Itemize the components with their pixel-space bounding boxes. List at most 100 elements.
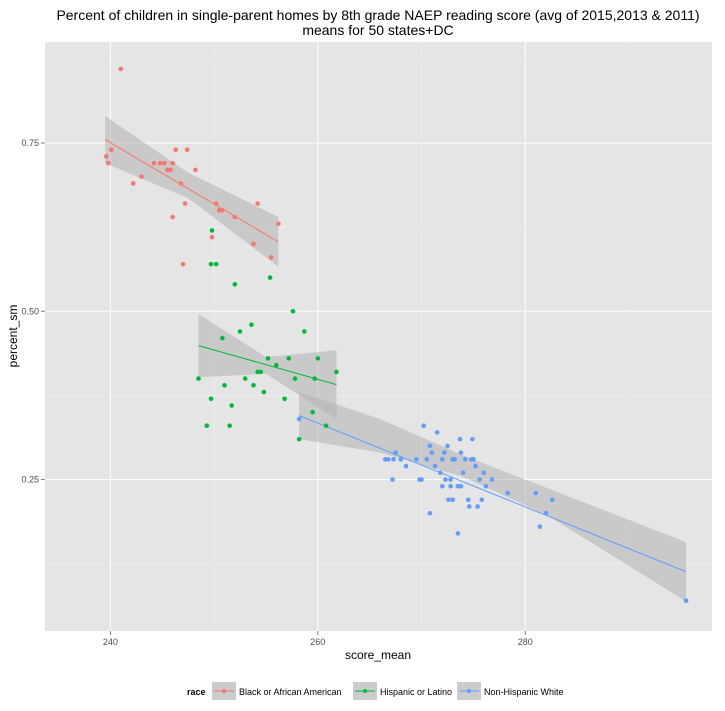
data-point-non-hispanic-white bbox=[442, 450, 447, 455]
data-point-non-hispanic-white bbox=[403, 463, 409, 469]
y-axis-ticks: 0.25 0.50 0.75 bbox=[21, 138, 45, 485]
data-point-hispanic-or-latino bbox=[265, 356, 271, 361]
data-point-hispanic-or-latino bbox=[261, 389, 267, 395]
data-point-non-hispanic-white bbox=[505, 490, 510, 496]
chart-title-line1: Percent of children in single-parent hom… bbox=[56, 7, 699, 23]
data-point-hispanic-or-latino bbox=[310, 409, 315, 415]
data-point-non-hispanic-white bbox=[421, 423, 426, 428]
data-point-non-hispanic-white bbox=[471, 457, 476, 462]
data-point-hispanic-or-latino bbox=[282, 396, 287, 402]
data-point-non-hispanic-white bbox=[448, 483, 453, 489]
data-point-black-or-african-american bbox=[220, 207, 225, 213]
data-point-black-or-african-american bbox=[184, 147, 190, 152]
data-point-non-hispanic-white bbox=[427, 510, 433, 516]
data-point-non-hispanic-white bbox=[429, 450, 435, 455]
data-point-black-or-african-american bbox=[161, 160, 167, 166]
data-point-non-hispanic-white bbox=[462, 457, 468, 462]
data-point-hispanic-or-latino bbox=[249, 322, 254, 328]
data-point-non-hispanic-white bbox=[437, 470, 443, 476]
data-point-hispanic-or-latino bbox=[213, 261, 219, 267]
data-point-non-hispanic-white bbox=[450, 497, 455, 503]
data-point-black-or-african-american bbox=[151, 160, 157, 166]
data-point-non-hispanic-white bbox=[466, 504, 472, 509]
data-point-black-or-african-american bbox=[103, 154, 109, 159]
data-point-non-hispanic-white bbox=[465, 497, 471, 503]
regression-line-black-or-african-american bbox=[104, 139, 279, 243]
data-point-hispanic-or-latino bbox=[274, 362, 279, 368]
data-point-non-hispanic-white bbox=[458, 450, 464, 455]
x-axis-ticks: 240 260 280 bbox=[103, 631, 533, 647]
legend-key-point-black-african-american bbox=[222, 689, 226, 693]
data-point-non-hispanic-white bbox=[440, 483, 445, 489]
data-point-hispanic-or-latino bbox=[312, 376, 318, 381]
data-point-non-hispanic-white bbox=[390, 477, 395, 482]
legend: race Black or African American Hispanic … bbox=[187, 682, 564, 700]
data-point-black-or-african-american bbox=[268, 255, 274, 260]
legend-label-black-african-american: Black or African American bbox=[239, 687, 342, 697]
data-point-non-hispanic-white bbox=[414, 457, 419, 462]
data-point-black-or-african-american bbox=[251, 241, 256, 247]
data-point-black-or-african-american bbox=[139, 174, 144, 179]
data-point-hispanic-or-latino bbox=[208, 396, 214, 402]
data-point-non-hispanic-white bbox=[393, 450, 398, 455]
data-point-hispanic-or-latino bbox=[251, 383, 256, 388]
data-point-hispanic-or-latino bbox=[227, 423, 232, 428]
data-point-non-hispanic-white bbox=[481, 470, 487, 476]
data-point-hispanic-or-latino bbox=[296, 436, 302, 442]
minor-gridlines bbox=[45, 42, 712, 631]
data-point-black-or-african-american bbox=[193, 167, 198, 173]
data-point-black-or-african-american bbox=[118, 66, 124, 72]
data-point-hispanic-or-latino bbox=[290, 308, 296, 314]
data-point-non-hispanic-white bbox=[683, 598, 689, 604]
data-point-black-or-african-american bbox=[213, 201, 219, 206]
data-point-hispanic-or-latino bbox=[292, 376, 298, 381]
data-point-black-or-african-american bbox=[173, 147, 178, 152]
data-point-hispanic-or-latino bbox=[204, 423, 210, 428]
chart-title-line2: means for 50 states+DC bbox=[302, 22, 453, 38]
data-point-black-or-african-american bbox=[170, 214, 175, 220]
data-point-hispanic-or-latino bbox=[229, 403, 235, 408]
data-point-non-hispanic-white bbox=[419, 477, 424, 482]
data-point-hispanic-or-latino bbox=[220, 335, 225, 341]
data-point-non-hispanic-white bbox=[446, 497, 451, 503]
data-point-hispanic-or-latino bbox=[258, 369, 264, 375]
data-point-non-hispanic-white bbox=[424, 457, 430, 462]
data-point-black-or-african-american bbox=[209, 234, 215, 240]
data-point-non-hispanic-white bbox=[427, 443, 433, 449]
data-point-hispanic-or-latino bbox=[196, 376, 201, 381]
data-point-non-hispanic-white bbox=[475, 504, 480, 509]
data-point-black-or-african-american bbox=[178, 181, 184, 186]
legend-key-point-non-hispanic-white bbox=[467, 689, 471, 693]
data-point-hispanic-or-latino bbox=[302, 329, 307, 334]
legend-label-non-hispanic-white: Non-Hispanic White bbox=[484, 687, 564, 697]
data-point-black-or-african-american bbox=[130, 181, 136, 186]
data-point-non-hispanic-white bbox=[391, 457, 396, 462]
y-tick-label: 0.25 bbox=[21, 475, 39, 485]
data-point-non-hispanic-white bbox=[434, 430, 440, 435]
data-point-non-hispanic-white bbox=[457, 436, 463, 442]
data-point-black-or-african-american bbox=[157, 160, 163, 166]
data-point-black-or-african-american bbox=[276, 221, 281, 227]
confidence-ribbons bbox=[105, 116, 687, 602]
legend-title: race bbox=[187, 687, 206, 697]
regression-line-non-hispanic-white bbox=[298, 415, 687, 573]
legend-key-point-hispanic-latino bbox=[363, 689, 367, 693]
data-point-hispanic-or-latino bbox=[222, 383, 227, 388]
data-point-black-or-african-american bbox=[109, 147, 114, 152]
data-point-hispanic-or-latino bbox=[237, 329, 243, 334]
data-point-hispanic-or-latino bbox=[209, 228, 215, 233]
data-point-non-hispanic-white bbox=[452, 457, 458, 462]
x-axis-title: score_mean bbox=[345, 648, 411, 662]
data-point-black-or-african-american bbox=[255, 201, 260, 206]
y-axis-title: percent_sm bbox=[6, 305, 20, 368]
data-point-non-hispanic-white bbox=[448, 477, 453, 482]
data-point-non-hispanic-white bbox=[440, 457, 445, 462]
data-point-hispanic-or-latino bbox=[208, 261, 214, 267]
data-point-non-hispanic-white bbox=[549, 497, 555, 503]
data-point-non-hispanic-white bbox=[460, 470, 466, 476]
data-point-non-hispanic-white bbox=[432, 463, 438, 469]
data-point-black-or-african-american bbox=[232, 214, 238, 220]
data-point-black-or-african-american bbox=[170, 160, 175, 166]
y-tick-label: 0.75 bbox=[21, 138, 39, 148]
